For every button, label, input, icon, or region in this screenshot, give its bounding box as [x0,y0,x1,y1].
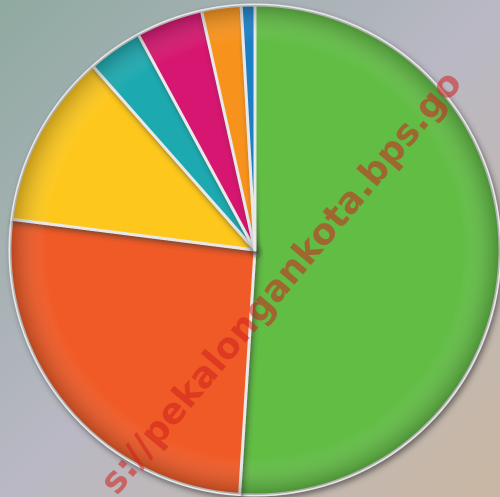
chart: s://pekalongankota.bps.go [0,0,500,497]
page: s://pekalongankota.bps.go (() => { const… [0,0,500,497]
